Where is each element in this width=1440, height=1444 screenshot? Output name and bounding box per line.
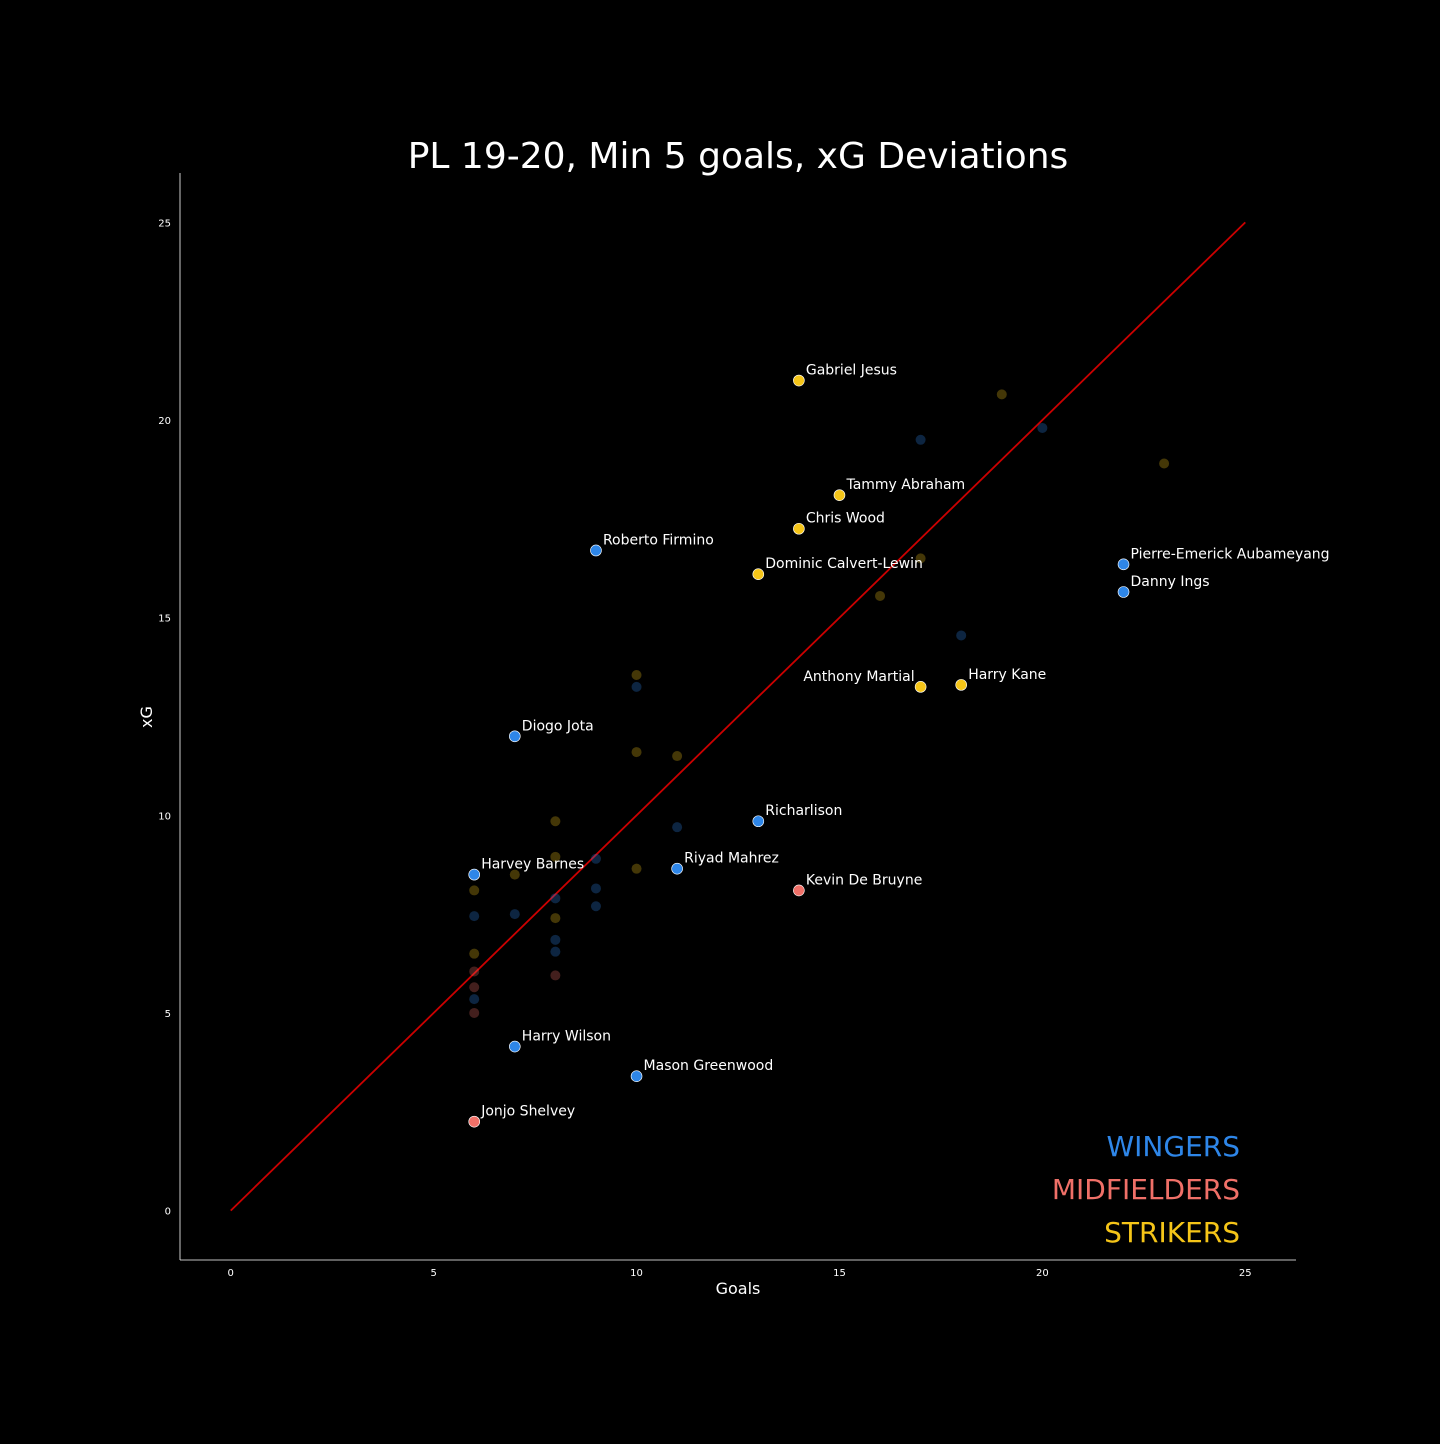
point-label: Tammy Abraham (845, 477, 965, 493)
data-point (955, 679, 968, 691)
point-label: Harry Kane (968, 667, 1046, 683)
point-label: Harvey Barnes (481, 857, 584, 873)
faded-point (469, 966, 480, 977)
x-tick-label: 10 (630, 1268, 643, 1279)
point-label: Roberto Firmino (603, 532, 714, 548)
faded-point (875, 590, 886, 601)
data-point (752, 815, 765, 828)
faded-point (1037, 422, 1048, 433)
point-label: Kevin De Bruyne (806, 872, 922, 888)
labeled-points: Gabriel Jesus Tammy Abraham Chris Wood Robe… (468, 363, 1330, 1128)
faded-point (550, 913, 561, 924)
data-point (671, 862, 683, 875)
data-point (833, 489, 846, 501)
legend-item: WINGERS (1106, 1130, 1240, 1163)
axes: 0 5 10 15 20 25 0 5 10 15 20 25 (158, 173, 1296, 1279)
data-point (508, 730, 521, 743)
faded-points (469, 389, 1170, 1018)
faded-point (672, 751, 683, 762)
point-label: Mason Greenwood (644, 1058, 774, 1074)
faded-point (631, 669, 642, 680)
faded-point (672, 822, 683, 833)
data-point (630, 1070, 643, 1082)
y-tick-label: 25 (158, 218, 171, 229)
faded-point (469, 911, 480, 922)
data-point (914, 681, 927, 693)
faded-point (509, 869, 520, 880)
faded-point (550, 893, 561, 904)
faded-point (590, 883, 601, 894)
point-label: Richarlison (765, 803, 842, 819)
x-tick-label: 0 (228, 1268, 234, 1279)
point-label: Diogo Jota (522, 718, 594, 734)
x-axis-label: Goals (716, 1279, 761, 1298)
faded-point (550, 934, 561, 945)
y-tick-label: 0 (165, 1207, 171, 1218)
reference-line (230, 221, 1246, 1212)
faded-point (469, 885, 480, 896)
faded-point (1159, 458, 1170, 469)
legend: WINGERS MIDFIELDERS STRIKERS (1052, 1130, 1240, 1249)
reference-line-group (230, 221, 1246, 1212)
x-tick-label: 25 (1239, 1268, 1252, 1279)
point-label: Gabriel Jesus (806, 363, 897, 379)
faded-point (469, 994, 480, 1005)
data-point (793, 884, 805, 897)
data-point (793, 374, 805, 387)
faded-point (915, 553, 926, 564)
point-label: Chris Wood (806, 511, 885, 527)
x-tick-label: 15 (833, 1268, 846, 1279)
faded-point (996, 389, 1007, 400)
y-axis-label: xG (137, 706, 156, 728)
data-point (1117, 586, 1130, 598)
faded-point (590, 901, 601, 912)
faded-point (469, 1007, 480, 1018)
faded-point (550, 970, 561, 981)
x-tick-label: 20 (1036, 1268, 1049, 1279)
point-label: Jonjo Shelvey (480, 1104, 575, 1120)
y-tick-label: 20 (158, 416, 171, 427)
y-tick-label: 15 (158, 614, 171, 625)
faded-point (550, 816, 561, 827)
legend-item: MIDFIELDERS (1052, 1173, 1240, 1206)
chart-title: PL 19-20, Min 5 goals, xG Deviations (408, 136, 1069, 177)
faded-point (550, 851, 561, 862)
faded-point (631, 863, 642, 874)
y-tick-label: 5 (165, 1009, 171, 1020)
faded-point (469, 948, 480, 959)
point-label: Harry Wilson (522, 1029, 611, 1045)
faded-point (631, 681, 642, 692)
data-point (468, 1115, 481, 1128)
point-label: Pierre-Emerick Aubameyang (1131, 546, 1330, 562)
legend-item: STRIKERS (1104, 1216, 1240, 1249)
data-point (793, 522, 805, 535)
point-label: Dominic Calvert-Lewin (765, 556, 923, 572)
point-label: Anthony Martial (803, 669, 914, 685)
data-point (468, 868, 481, 881)
point-label: Danny Ings (1131, 574, 1210, 590)
faded-point (469, 982, 480, 993)
faded-point (550, 946, 561, 957)
data-point (1117, 558, 1130, 571)
data-point (508, 1040, 521, 1053)
x-tick-label: 5 (430, 1268, 436, 1279)
data-point (752, 568, 765, 581)
point-label: Riyad Mahrez (684, 851, 779, 867)
faded-point (631, 747, 642, 758)
y-tick-label: 10 (158, 811, 171, 822)
data-point (590, 544, 602, 557)
faded-point (509, 909, 520, 920)
faded-point (915, 434, 926, 445)
faded-point (956, 630, 967, 641)
faded-point (590, 853, 601, 864)
